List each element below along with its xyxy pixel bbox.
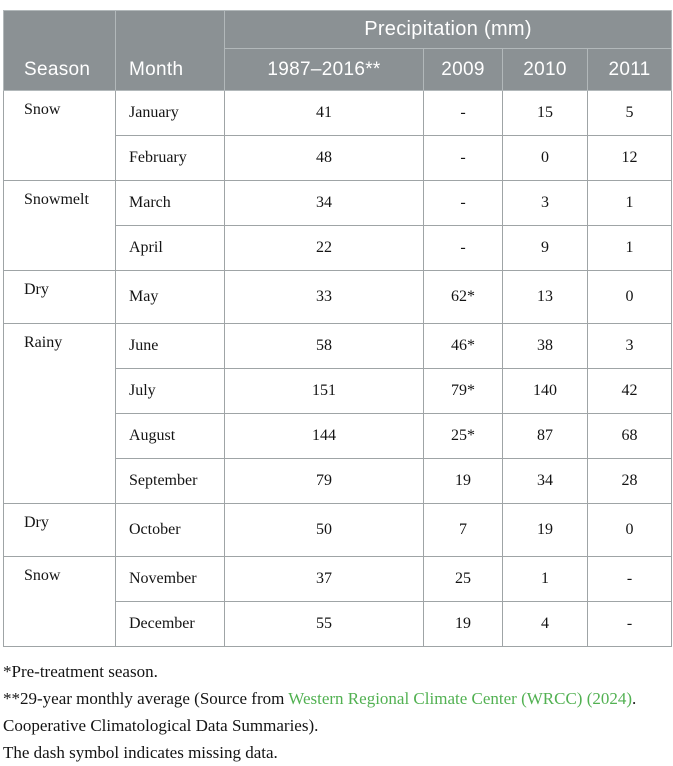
value-cell: 1 bbox=[586, 225, 673, 271]
value-cell: 144 bbox=[224, 413, 424, 459]
month-cell: December bbox=[115, 601, 225, 647]
month-cell: July bbox=[115, 368, 225, 414]
value-cell: - bbox=[423, 90, 503, 136]
value-cell: 19 bbox=[423, 601, 503, 647]
value-cell: 55 bbox=[224, 601, 424, 647]
value-cell: 50 bbox=[224, 503, 424, 557]
footnote-source-prefix: **29-year monthly average (Source from bbox=[3, 689, 289, 708]
value-cell: 34 bbox=[502, 458, 588, 504]
value-cell: 3 bbox=[502, 180, 588, 226]
month-cell: September bbox=[115, 458, 225, 504]
value-cell: 9 bbox=[502, 225, 588, 271]
table-row: September 79 19 34 28 bbox=[4, 458, 673, 504]
table-row: Dry October 50 7 19 0 bbox=[3, 503, 673, 557]
value-cell: 7 bbox=[423, 503, 503, 557]
season-cell: Dry bbox=[3, 270, 116, 324]
value-cell: 5 bbox=[586, 90, 673, 136]
table-row: Dry May 33 62* 13 0 bbox=[3, 270, 673, 324]
month-cell: June bbox=[115, 323, 225, 369]
header-col-2010: 2010 bbox=[502, 48, 588, 91]
value-cell: 19 bbox=[502, 503, 588, 557]
value-cell: 41 bbox=[224, 90, 424, 136]
value-cell: 33 bbox=[224, 270, 424, 324]
header-month: Month bbox=[115, 10, 225, 91]
season-cell: Snowmelt bbox=[3, 180, 116, 271]
header-col-2009: 2009 bbox=[423, 48, 503, 91]
table-row: Snow November 37 25 1 - bbox=[3, 556, 673, 647]
table-row: April 22 - 9 1 bbox=[4, 225, 673, 271]
value-cell: 15 bbox=[502, 90, 588, 136]
month-cell: February bbox=[115, 135, 225, 181]
value-cell: 1 bbox=[586, 180, 673, 226]
value-cell: 62* bbox=[423, 270, 503, 324]
wrcc-link[interactable]: Western Regional Climate Center (WRCC) (… bbox=[288, 689, 633, 708]
value-cell: 22 bbox=[224, 225, 424, 271]
header-precipitation-group: Precipitation (mm) bbox=[223, 10, 673, 49]
value-cell: 38 bbox=[502, 323, 588, 369]
value-cell: 140 bbox=[502, 368, 588, 414]
value-cell: 46* bbox=[423, 323, 503, 369]
value-cell: - bbox=[423, 135, 503, 181]
value-cell: 79* bbox=[423, 368, 503, 414]
value-cell: 25* bbox=[423, 413, 503, 459]
header-col-2011: 2011 bbox=[586, 48, 673, 91]
value-cell: 37 bbox=[224, 556, 424, 602]
month-cell: May bbox=[115, 270, 225, 324]
value-cell: 28 bbox=[586, 458, 673, 504]
value-cell: 42 bbox=[586, 368, 673, 414]
value-cell: 79 bbox=[224, 458, 424, 504]
month-cell: April bbox=[115, 225, 225, 271]
table-row: Snow January 41 - 15 5 bbox=[3, 90, 673, 181]
month-cell: August bbox=[115, 413, 225, 459]
value-cell: 4 bbox=[502, 601, 588, 647]
month-cell: November bbox=[115, 556, 225, 602]
footnote-pretreatment: *Pre-treatment season. bbox=[3, 662, 158, 681]
season-cell: Snow bbox=[3, 556, 116, 647]
value-cell: - bbox=[423, 225, 503, 271]
value-cell: 3 bbox=[586, 323, 673, 369]
header-season: Season bbox=[3, 10, 116, 91]
value-cell: 1 bbox=[502, 556, 588, 602]
value-cell: 12 bbox=[586, 135, 673, 181]
month-cell: October bbox=[115, 503, 225, 557]
value-cell: - bbox=[586, 556, 673, 602]
value-cell: 151 bbox=[224, 368, 424, 414]
value-cell: 13 bbox=[502, 270, 588, 324]
table-row: Snowmelt March 34 - 3 1 bbox=[3, 180, 673, 271]
table-row: December 55 19 4 - bbox=[4, 601, 673, 647]
table-footnotes: *Pre-treatment season. **29-year monthly… bbox=[3, 658, 669, 766]
value-cell: - bbox=[586, 601, 673, 647]
footnote-dash-symbol: The dash symbol indicates missing data. bbox=[3, 743, 278, 762]
value-cell: 68 bbox=[586, 413, 673, 459]
value-cell: 58 bbox=[224, 323, 424, 369]
table-row: Rainy June 58 46* 38 3 bbox=[3, 323, 673, 504]
value-cell: 0 bbox=[502, 135, 588, 181]
value-cell: 87 bbox=[502, 413, 588, 459]
table-row: August 144 25* 87 68 bbox=[4, 413, 673, 459]
table-row: February 48 - 0 12 bbox=[4, 135, 673, 181]
value-cell: 0 bbox=[586, 503, 673, 557]
value-cell: 19 bbox=[423, 458, 503, 504]
header-col-average: 1987–2016** bbox=[224, 48, 424, 91]
footnote-average-source: **29-year monthly average (Source from W… bbox=[3, 685, 669, 739]
value-cell: 0 bbox=[586, 270, 673, 324]
value-cell: 25 bbox=[423, 556, 503, 602]
precipitation-table: Season Month Precipitation (mm) 1987–201… bbox=[3, 10, 673, 647]
month-cell: January bbox=[115, 90, 225, 136]
season-cell: Rainy bbox=[3, 323, 116, 504]
season-cell: Dry bbox=[3, 503, 116, 557]
season-cell: Snow bbox=[3, 90, 116, 181]
value-cell: - bbox=[423, 180, 503, 226]
value-cell: 34 bbox=[224, 180, 424, 226]
month-cell: March bbox=[115, 180, 225, 226]
value-cell: 48 bbox=[224, 135, 424, 181]
